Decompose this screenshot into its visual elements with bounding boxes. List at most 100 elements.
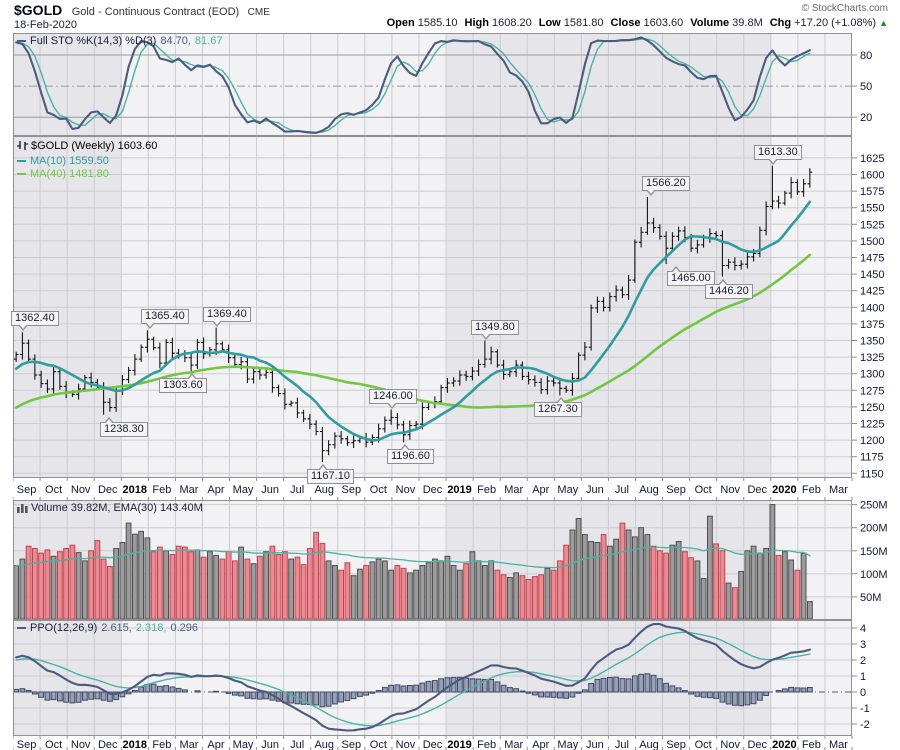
svg-text:Mar: Mar [504,739,523,750]
copyright: © StockCharts.com [801,3,888,14]
quote-label: Volume [690,17,730,29]
price-callout-1362.40: 1362.40 [11,311,59,331]
svg-text:-1: -1 [860,703,870,715]
quote-value: +17.20 (+1.08%) [794,17,877,29]
svg-text:Sep: Sep [17,484,37,496]
svg-text:Oct: Oct [695,484,712,496]
svg-text:Aug: Aug [314,739,334,750]
svg-text:4: 4 [860,623,866,635]
svg-text:Jul: Jul [290,484,304,496]
svg-text:Oct: Oct [370,484,387,496]
svg-text:Apr: Apr [207,484,224,496]
svg-text:Nov: Nov [720,484,740,496]
svg-text:1550: 1550 [860,203,884,215]
svg-text:May: May [557,484,578,496]
volume-y-axis: 250M 200M 150M 100M 50M [852,500,888,604]
svg-text:Jun: Jun [586,484,604,496]
svg-text:Jun: Jun [261,484,279,496]
svg-text:1525: 1525 [860,219,884,231]
svg-text:Oct: Oct [45,484,62,496]
quote-value: 39.8M [732,17,763,29]
svg-text:Aug: Aug [639,739,659,750]
price-callout-1267.30: 1267.30 [534,397,582,417]
price-y-axis: 1625 1600 1575 1550 1525 1500 1475 1450 1425 1400… [852,153,884,478]
price-callout-1196.60: 1196.60 [387,444,434,464]
svg-text:Aug: Aug [314,484,334,496]
price-legend: $GOLD (Weekly) 1603.60 MA(10) 1559.50 MA… [17,140,157,181]
ma40-swatch-icon [17,173,26,176]
svg-text:May: May [557,739,578,750]
svg-text:1575: 1575 [860,186,884,198]
svg-text:Sep: Sep [17,739,37,750]
svg-text:Nov: Nov [71,739,91,750]
quote-label: High [464,17,489,29]
ppo-histogram [13,673,813,708]
price-bars-icon [17,140,28,155]
svg-text:250M: 250M [860,500,888,512]
date-axis-top: Sep Oct Nov Dec 2018 Feb Mar Apr May Jun Jul Aug Sep… [13,478,853,500]
month-ticks [13,478,853,500]
svg-text:Apr: Apr [532,484,549,496]
svg-text:Mar: Mar [829,739,848,750]
svg-text:Apr: Apr [207,739,224,750]
price-callout-1566.20: 1566.20 [642,176,690,196]
svg-text:Oct: Oct [695,739,712,750]
date-labels: Sep Oct Nov Dec 2018 Feb Mar Apr May Jun Jul Aug Sep… [17,739,849,750]
svg-text:Mar: Mar [179,739,198,750]
svg-text:150M: 150M [860,546,888,558]
ppo-panel: 4 3 2 1 0 -1 -2 [13,620,870,736]
date-labels: Sep Oct Nov Dec 2018 Feb Mar Apr May Jun Jul Aug Sep… [17,484,849,496]
quote-value: 1581.80 [563,17,604,29]
volume-bars-icon [17,503,28,517]
svg-text:2018: 2018 [123,484,147,496]
svg-text:1: 1 [860,671,866,683]
ppo-hist-value: 0.296 [170,622,198,634]
svg-text:Sep: Sep [342,739,362,750]
price-callout-1167.10: 1167.10 [307,464,354,484]
svg-text:1400: 1400 [860,302,884,314]
svg-text:Mar: Mar [179,484,198,496]
svg-text:1350: 1350 [860,336,884,348]
stochastic-gridlines [13,54,852,118]
price-title: $GOLD (Weekly) 1603.60 [31,140,158,152]
chart-header: $GOLD Gold - Continuous Contract (EOD) C… [14,2,270,20]
sto-line-swatch-icon [17,40,26,43]
svg-text:Dec: Dec [423,484,443,496]
svg-text:1300: 1300 [860,369,884,381]
svg-text:100M: 100M [860,569,888,581]
svg-text:1275: 1275 [860,385,884,397]
svg-text:1500: 1500 [860,236,884,248]
svg-text:80: 80 [860,50,872,62]
stochastic-panel: 80 50 20 [13,33,872,136]
price-callout-1369.40: 1369.40 [203,307,251,327]
stochastic-legend: Full STO %K(14,3) %D(3) 84.70, 81.67 [17,35,222,48]
svg-text:1375: 1375 [860,319,884,331]
svg-text:Nov: Nov [720,739,740,750]
svg-text:Apr: Apr [532,739,549,750]
svg-text:Jun: Jun [261,739,279,750]
svg-text:1325: 1325 [860,352,884,364]
price-panel: 1625 1600 1575 1550 1525 1500 1475 1450 1425 1400… [13,136,884,478]
svg-text:May: May [233,739,254,750]
svg-text:200M: 200M [860,523,888,535]
ppo-signal-line [15,631,811,727]
quote-row: Open 1585.10 High 1608.20 Low 1581.80 Close 160… [380,17,888,29]
svg-text:Dec: Dec [747,484,767,496]
svg-text:1200: 1200 [860,435,884,447]
svg-text:2018: 2018 [123,739,147,750]
svg-text:2020: 2020 [772,739,796,750]
svg-text:1175: 1175 [860,452,884,464]
svg-text:Feb: Feb [477,484,496,496]
price-callout-1349.80: 1349.80 [471,320,519,340]
svg-text:Sep: Sep [342,484,362,496]
svg-text:20: 20 [860,112,872,124]
svg-text:Nov: Nov [396,484,416,496]
month-gridlines [39,33,826,136]
ppo-signal-value: 2.318, [135,622,167,634]
svg-text:Feb: Feb [477,739,496,750]
svg-text:2019: 2019 [447,739,471,750]
quote-label: Close [610,17,641,29]
volume-label: Volume 39.82M, EMA(30) 143.40M [31,502,203,514]
svg-text:2: 2 [860,655,866,667]
